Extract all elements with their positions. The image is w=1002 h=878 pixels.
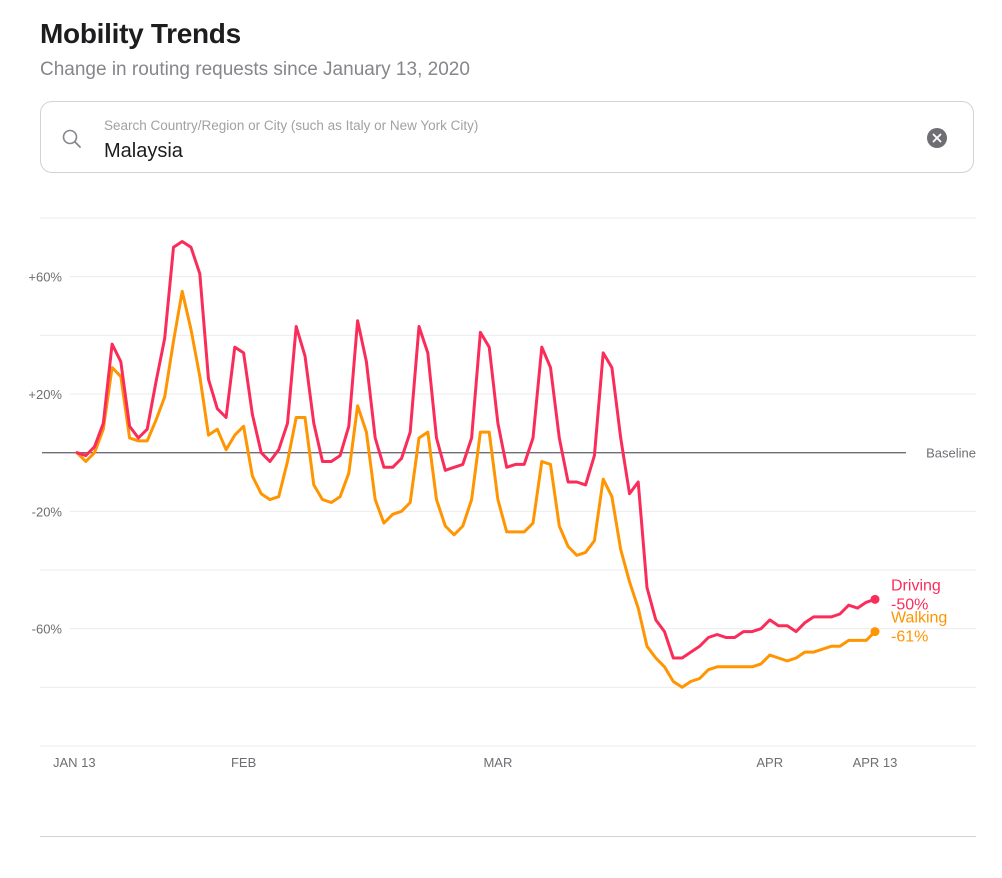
bottom-divider: [40, 836, 976, 837]
series-line-driving: [75, 240, 877, 660]
gridlines: [40, 217, 976, 747]
mobility-chart: +60% +20% -20% -60% Baseline Driving -50%Wal…: [28, 217, 976, 770]
y-tick-label: -20%: [32, 504, 63, 519]
series-value-label: -50%: [891, 596, 928, 613]
search-box[interactable]: Search Country/Region or City (such as I…: [40, 101, 974, 173]
baseline: Baseline: [42, 446, 976, 461]
series-end-dot-walking: [870, 627, 880, 637]
baseline-label: Baseline: [926, 446, 976, 461]
clear-circle-icon: [932, 133, 942, 143]
series-value-label: -61%: [891, 629, 928, 646]
x-axis-labels: JAN 13 FEB MAR APR APR 13: [53, 755, 897, 770]
y-axis-labels: +60% +20% -20% -60%: [28, 270, 62, 637]
x-tick-label: APR 13: [853, 755, 898, 770]
y-tick-label: +60%: [28, 270, 62, 285]
series-end-labels: Driving -50%Walking -61%: [891, 577, 947, 645]
series-end-dot-driving: [870, 594, 880, 604]
y-tick-label: -60%: [32, 622, 63, 637]
series-lines: [75, 240, 880, 689]
search-placeholder: Search Country/Region or City (such as I…: [104, 118, 479, 133]
search-input[interactable]: [104, 140, 864, 163]
series-name-label: Walking: [891, 610, 947, 627]
page-subtitle: Change in routing requests since January…: [40, 59, 470, 80]
series-name-label: Driving: [891, 577, 941, 594]
y-tick-label: +20%: [28, 387, 62, 402]
clear-search-button[interactable]: [927, 128, 947, 148]
x-tick-label: APR: [756, 755, 783, 770]
x-tick-label: MAR: [483, 755, 512, 770]
series-line-walking: [75, 289, 877, 689]
search-icon: [61, 128, 83, 150]
page-title: Mobility Trends: [40, 18, 241, 49]
x-tick-label: FEB: [231, 755, 256, 770]
x-tick-label: JAN 13: [53, 755, 96, 770]
